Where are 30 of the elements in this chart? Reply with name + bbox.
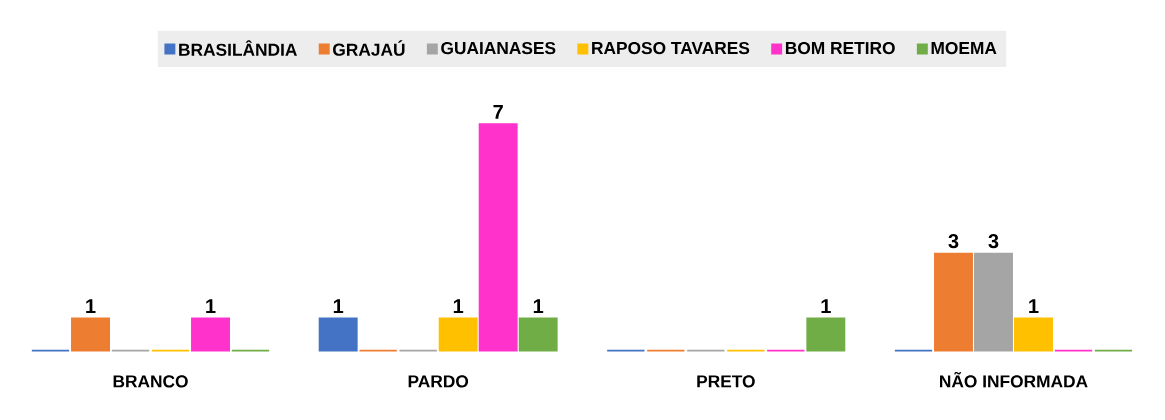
legend-label: GRAJAÚ (333, 40, 405, 56)
data-label: 1 (821, 299, 831, 314)
legend-label: RAPOSO TAVARES (592, 41, 750, 55)
x-tick-label: PARDO (408, 375, 469, 388)
data-label: 3 (948, 234, 959, 249)
x-tick-label: BRANCO (113, 375, 188, 388)
bar (478, 123, 518, 352)
data-label: 3 (988, 234, 999, 249)
bar (191, 317, 230, 352)
data-label: 1 (1029, 299, 1039, 314)
bar (934, 252, 973, 352)
bar (71, 317, 110, 352)
legend-label: BRASILÂNDIA (179, 40, 297, 56)
bar (806, 317, 846, 352)
bar (438, 317, 478, 352)
data-label: 1 (533, 299, 544, 314)
bar (1014, 317, 1053, 352)
data-label: 1 (86, 299, 96, 314)
data-label: 1 (333, 299, 344, 314)
legend-label: BOM RETIRO (785, 41, 895, 55)
x-tick-label: PRETO (697, 375, 755, 388)
data-label: 7 (493, 105, 503, 119)
data-label: 1 (453, 299, 464, 314)
bar (518, 317, 558, 352)
legend-label: GUAIANASES (441, 41, 556, 55)
bar (974, 252, 1013, 352)
legend-label: MOEMA (931, 41, 997, 55)
bar (318, 317, 358, 352)
data-label: 1 (206, 299, 216, 314)
x-tick-label: NÃO INFORMADA (940, 371, 1088, 388)
